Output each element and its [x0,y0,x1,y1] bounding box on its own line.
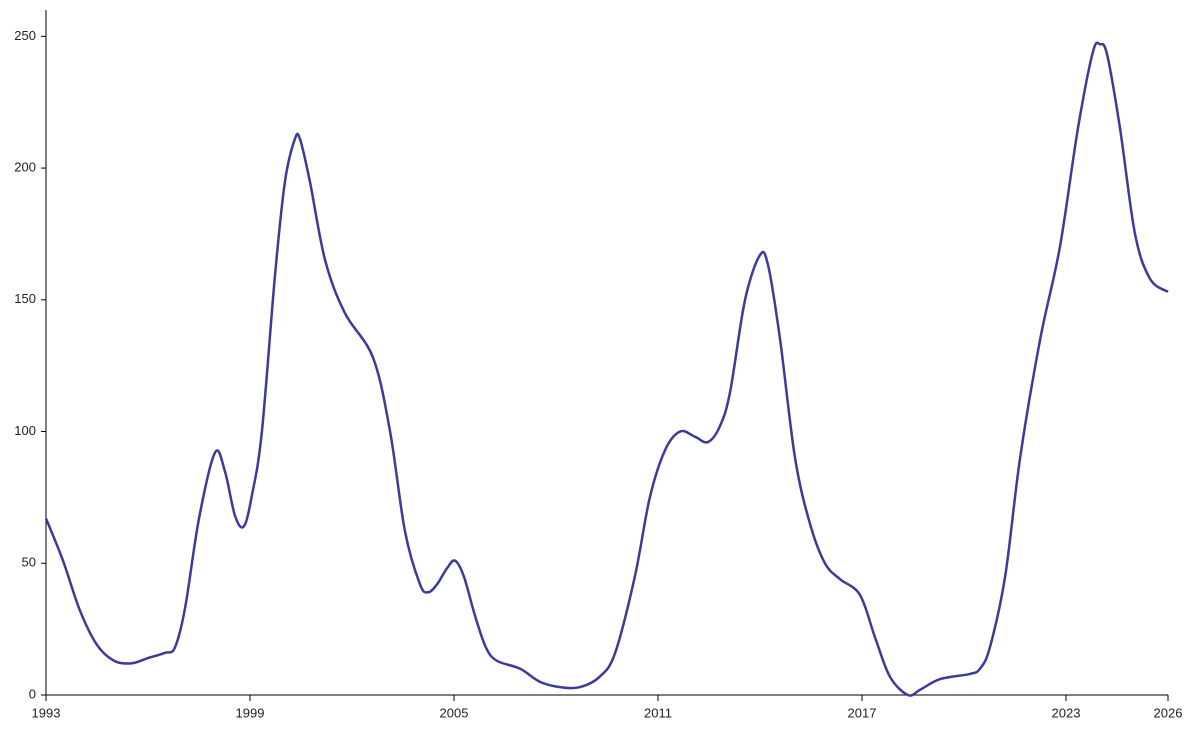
y-tick-label: 250 [14,28,36,43]
y-tick-label: 50 [22,555,36,570]
y-tick-label: 100 [14,423,36,438]
y-tick-label: 150 [14,291,36,306]
x-tick-label: 2026 [1154,705,1183,720]
x-tick-label: 2011 [644,705,672,720]
x-tick-label: 2017 [848,705,877,720]
x-tick-label: 1993 [32,705,61,720]
x-tick-label: 2005 [440,705,469,720]
data-line [44,41,1169,697]
x-tick-label: 1999 [236,705,265,720]
x-tick-label: 2023 [1052,705,1081,720]
y-tick-label: 200 [14,160,36,175]
y-tick-label: 0 [29,686,36,701]
